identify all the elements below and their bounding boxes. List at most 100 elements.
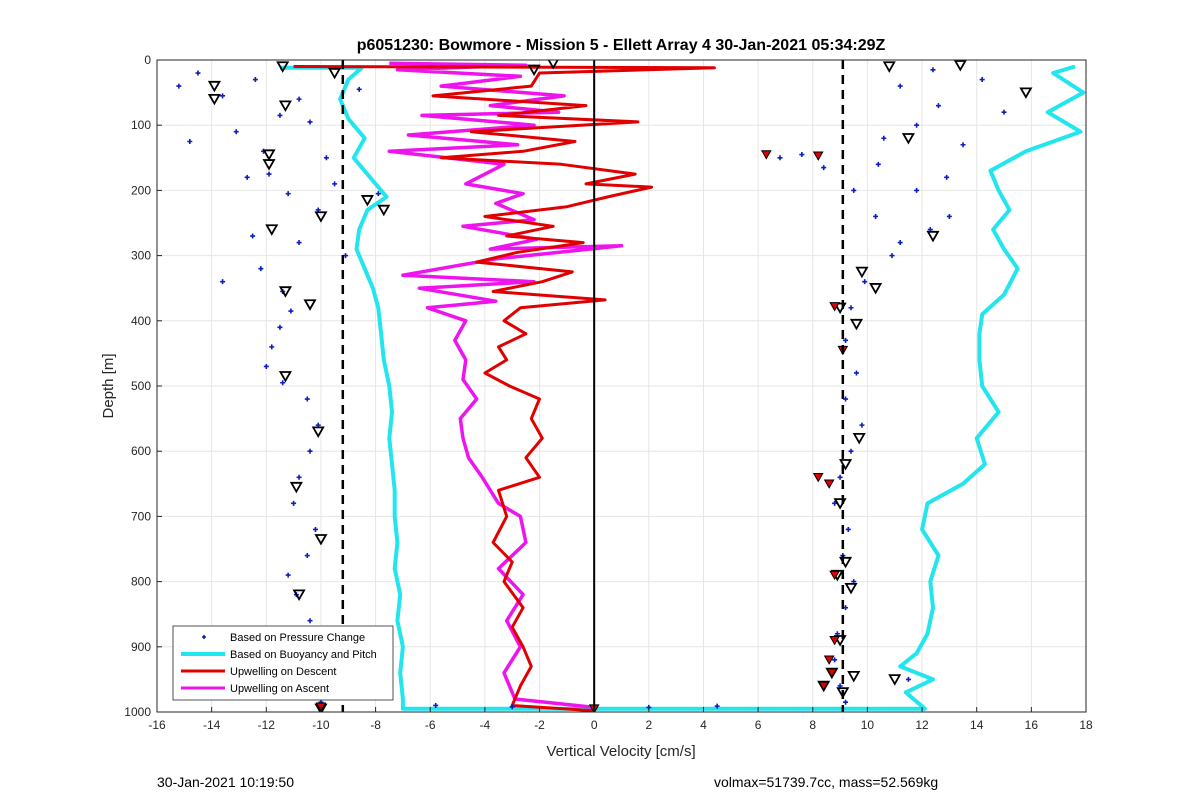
axis-ticks: -16 -14 -12 -10 -8 -6 -4 -2 0 2 4 6 8 10 12 14 16 18 0 100 2… (124, 53, 1093, 732)
pressure-point (220, 93, 226, 99)
x-tick-label: 0 (591, 718, 598, 732)
hollow-triangle-marker (849, 318, 864, 331)
pressure-point (258, 266, 264, 272)
pressure-point (280, 380, 286, 386)
pressure-point (881, 135, 887, 141)
pressure-point (277, 324, 283, 330)
pressure-point (307, 618, 313, 624)
pressure-point (848, 448, 854, 454)
pressure-point (307, 448, 313, 454)
pressure-point (935, 103, 941, 109)
hollow-triangle-marker (839, 459, 853, 471)
pressure-point (930, 67, 936, 73)
filled-triangle-marker (829, 570, 840, 581)
pressure-point (269, 344, 275, 350)
hollow-triangle-marker (888, 674, 902, 686)
x-tick-label: 8 (809, 718, 816, 732)
pressure-point (187, 139, 193, 144)
hollow-triangle-marker (360, 195, 374, 207)
x-tick-label: 18 (1079, 718, 1093, 732)
x-tick-label: 16 (1025, 718, 1039, 732)
y-tick-label: 300 (131, 249, 151, 263)
pressure-point (296, 240, 302, 246)
pressure-point (244, 174, 250, 180)
pressure-point (832, 500, 838, 506)
x-axis-label: Vertical Velocity [cm/s] (546, 743, 695, 760)
pressure-point (266, 171, 272, 177)
hollow-triangle-marker (278, 100, 292, 112)
pressure-point (375, 191, 381, 197)
x-tick-label: -12 (258, 718, 276, 732)
pressure-point (433, 702, 439, 708)
pressure-point (799, 152, 805, 158)
hollow-triangle-marker (207, 93, 221, 106)
buoyancy-pitch-line-right (594, 64, 1086, 711)
pressure-point (233, 129, 239, 135)
pressure-point (843, 699, 849, 705)
pressure-point (285, 191, 291, 197)
filled-triangle-marker (823, 655, 835, 665)
pressure-point (304, 396, 310, 402)
pressure-point (843, 337, 849, 343)
x-tick-label: -6 (425, 718, 436, 732)
hollow-triangle-marker (836, 687, 850, 699)
pressure-point (897, 83, 903, 89)
pressure-point (845, 526, 851, 532)
pressure-point (777, 155, 783, 161)
pressure-point (851, 187, 857, 193)
descent-upwelling-line (293, 65, 716, 712)
y-axis-label: Depth [m] (100, 353, 117, 418)
filled-triangle-marker (829, 635, 840, 646)
y-tick-label: 200 (131, 183, 151, 197)
y-tick-label: 0 (144, 53, 151, 67)
pressure-point (195, 70, 201, 76)
x-tick-label: -14 (203, 718, 221, 732)
y-tick-label: 700 (131, 509, 151, 523)
filled-triangle-marker (829, 302, 840, 312)
pressure-point (250, 233, 256, 239)
hollow-triangle-marker (882, 61, 896, 73)
x-tick-label: -10 (312, 718, 330, 732)
pressure-point (714, 703, 720, 709)
y-tick-label: 400 (131, 314, 151, 328)
pressure-point (862, 279, 868, 285)
pressure-point (859, 422, 865, 428)
ascent-upwelling-line (387, 61, 624, 710)
hollow-triangle-marker (292, 589, 306, 601)
pressure-point (307, 119, 313, 125)
hollow-triangle-marker (844, 582, 858, 595)
pressure-point (905, 676, 911, 682)
legend-ascent-label: Upwelling on Ascent (230, 683, 329, 695)
pressure-point (176, 83, 182, 89)
hollow-triangle-marker (833, 635, 847, 647)
hollow-triangle-marker (314, 534, 328, 546)
hollow-triangle-marker (265, 224, 279, 236)
filled-triangle-marker (818, 681, 830, 691)
legend-descent-label: Upwelling on Descent (230, 666, 336, 678)
pressure-point (843, 396, 849, 402)
pressure-point (1001, 109, 1007, 115)
filled-triangle-marker (826, 668, 838, 678)
filled-triangle-marker (812, 151, 824, 161)
pressure-point (832, 657, 838, 663)
pressure-point (291, 500, 297, 506)
pressure-point (914, 187, 920, 193)
x-tick-label: 4 (700, 718, 707, 732)
legend-buoyancy-label: Based on Buoyancy and Pitch (230, 649, 377, 661)
hollow-triangle-marker (847, 670, 861, 683)
pressure-point (837, 474, 843, 480)
y-tick-label: 500 (131, 379, 151, 393)
pressure-point (288, 308, 294, 314)
y-tick-label: 900 (131, 640, 151, 654)
pressure-point (873, 213, 879, 219)
pressure-point (296, 474, 302, 480)
x-tick-label: 12 (915, 718, 929, 732)
hollow-triangle-marker (276, 61, 290, 73)
hollow-triangle-marker (869, 283, 883, 295)
buoyancy-pitch-line-left (280, 65, 595, 711)
pressure-point (296, 96, 302, 102)
legend-pressure-swatch (202, 635, 206, 639)
x-tick-label: -16 (148, 718, 166, 732)
pressure-point (220, 279, 226, 285)
